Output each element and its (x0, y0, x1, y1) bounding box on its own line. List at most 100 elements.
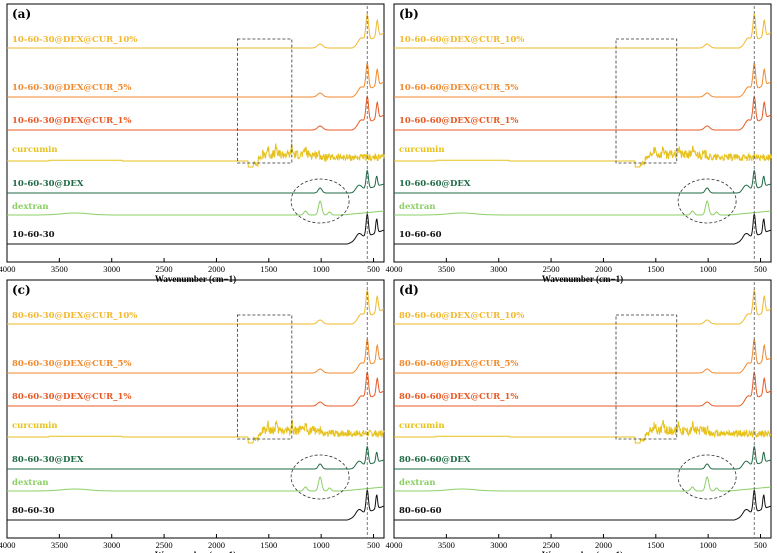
series-label: dextran (12, 202, 49, 212)
highlight-box (615, 38, 678, 164)
series-line (7, 142, 385, 168)
x-tick-label: 3000 (490, 540, 507, 550)
panel-1: 4000 3500 3000 2500 2000 1500 1000 500 Wavenumbe… (386, 3, 772, 284)
series-label: 10-60-30@DEX@CUR_10% (12, 35, 137, 45)
series-label: 10-60-60@DEX@CUR_1% (399, 116, 518, 126)
x-tick-label: 3500 (51, 264, 68, 274)
x-tick-label: 1000 (700, 540, 717, 550)
series-line (7, 419, 385, 444)
x-tick-label: 2000 (595, 540, 612, 550)
x-tick-label: 3000 (490, 264, 507, 274)
series-line (394, 445, 772, 470)
series-label: 10-60-60 (399, 230, 442, 240)
series-line (7, 12, 385, 49)
series-label: curcumin (12, 145, 58, 155)
x-tick-label: 1500 (260, 540, 277, 550)
series-label: 80-60-30 (12, 506, 55, 516)
series-line (394, 200, 771, 216)
series-line (394, 337, 772, 374)
series-label: 80-60-30@DEX (12, 455, 84, 465)
series-line (7, 212, 385, 245)
x-tick-label: 1500 (647, 264, 664, 274)
series-label: 80-60-60@DEX@CUR_5% (399, 359, 518, 369)
series-line (394, 169, 772, 194)
panel-frame (6, 279, 385, 539)
series-line (7, 288, 385, 325)
highlight-ellipse (677, 454, 737, 500)
x-tick-label: 3500 (438, 540, 455, 550)
x-tick-label: 500 (754, 264, 767, 274)
series-line (7, 94, 385, 131)
panel-3: 4000 3500 3000 2500 2000 1500 1000 500 Wavenumbe… (386, 279, 772, 553)
series-label: dextran (399, 478, 436, 488)
x-tick-label: 4000 (0, 264, 16, 274)
x-tick-label: 1500 (647, 540, 664, 550)
series-line (394, 288, 772, 325)
x-tick-label: 3500 (51, 540, 68, 550)
highlight-ellipse (290, 454, 350, 500)
x-tick-label: 4000 (386, 264, 403, 274)
series-label: 10-60-60@DEX@CUR_10% (399, 35, 524, 45)
panel-frame (393, 279, 772, 539)
series-line (7, 488, 385, 521)
series-line (7, 200, 384, 216)
series-line (394, 61, 772, 98)
x-tick-label: 3000 (103, 264, 120, 274)
series-label: curcumin (399, 421, 445, 431)
panel-letter: (a) (12, 7, 31, 21)
x-tick-label: 1000 (700, 264, 717, 274)
series-line (394, 488, 772, 521)
series-label: 10-60-30@DEX@CUR_1% (12, 116, 131, 126)
series-label: 80-60-30@DEX@CUR_1% (12, 392, 131, 402)
highlight-ellipse (290, 178, 350, 224)
x-tick-label: 2500 (156, 264, 173, 274)
series-line (7, 337, 385, 374)
x-tick-label: 2000 (595, 264, 612, 274)
series-line (7, 370, 385, 407)
series-label: 10-60-60@DEX@CUR_5% (399, 83, 518, 93)
highlight-box (615, 314, 678, 440)
series-label: 80-60-30@DEX@CUR_10% (12, 311, 137, 321)
x-tick-label: 2000 (208, 264, 225, 274)
series-label: 80-60-60@DEX@CUR_10% (399, 311, 524, 321)
series-line (394, 476, 771, 492)
series-line (394, 94, 772, 131)
highlight-box (236, 38, 293, 164)
x-tick-label: 1000 (313, 264, 330, 274)
series-line (7, 61, 385, 98)
x-tick-label: 500 (367, 264, 380, 274)
x-tick-label: 1500 (260, 264, 277, 274)
series-line (7, 445, 385, 470)
x-tick-label: 1000 (313, 540, 330, 550)
series-line (394, 370, 772, 407)
x-tick-label: 2500 (543, 540, 560, 550)
series-label: 10-60-30@DEX@CUR_5% (12, 83, 131, 93)
panel-frame (6, 3, 385, 263)
series-label: 10-60-30 (12, 230, 55, 240)
panel-frame (393, 3, 772, 263)
series-line (7, 476, 384, 492)
series-label: dextran (399, 202, 436, 212)
series-line (394, 419, 772, 444)
panel-letter: (d) (399, 283, 419, 297)
x-tick-label: 500 (754, 540, 767, 550)
series-label: curcumin (12, 421, 58, 431)
x-tick-label: 2500 (543, 264, 560, 274)
panel-0: 4000 3500 3000 2500 2000 1500 1000 500 Wavenumbe… (0, 3, 385, 284)
panel-letter: (b) (399, 7, 419, 21)
x-tick-label: 3000 (103, 540, 120, 550)
panel-letter: (c) (12, 283, 31, 297)
series-label: 80-60-60 (399, 506, 442, 516)
series-line (394, 145, 772, 168)
x-axis-title: Wavenumber (cm−1) (542, 274, 623, 284)
series-label: 80-60-60@DEX (399, 455, 471, 465)
series-label: 10-60-30@DEX (12, 179, 84, 189)
series-label: 80-60-60@DEX@CUR_1% (399, 392, 518, 402)
panel-2: 4000 3500 3000 2500 2000 1500 1000 500 Wavenumbe… (0, 279, 385, 553)
x-tick-label: 500 (367, 540, 380, 550)
series-line (7, 169, 385, 194)
series-label: dextran (12, 478, 49, 488)
highlight-box (236, 314, 293, 440)
series-label: 10-60-60@DEX (399, 179, 471, 189)
